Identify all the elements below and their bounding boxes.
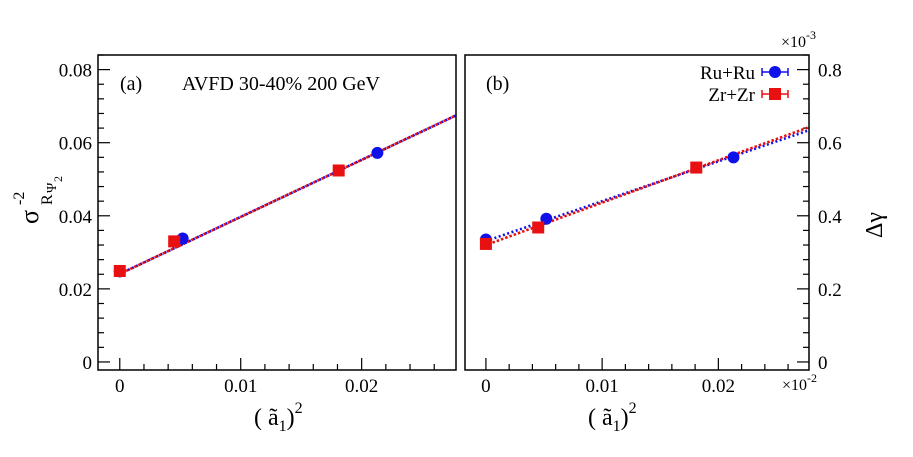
point-b-ru (727, 151, 740, 164)
x-tick-label-b: 0.02 (702, 376, 735, 397)
panel-a: 0 0.01 0.02 0 0.02 0.04 0.06 0.08 (a) AVFD 30-4… (11, 54, 457, 435)
x-label-close: ) (287, 405, 295, 431)
legend-entry-ru: Ru+Ru (700, 63, 789, 84)
y-tick-label-a: 0.08 (59, 61, 92, 82)
fit-line-a-zr (119, 114, 456, 276)
svg-text:σ: σ (15, 210, 44, 224)
panel-a-frame (97, 54, 457, 371)
point-b-zr (532, 221, 545, 234)
legend-marker-ru (769, 66, 781, 78)
panel-b-x-multiplier: ×10-2 (782, 371, 817, 394)
x-tick-label-a: 0 (115, 376, 125, 397)
panel-a-label: (a) (120, 73, 142, 95)
x-label-sup: 2 (629, 400, 637, 417)
x-tick-label-a: 0.01 (224, 376, 257, 397)
point-a-zr (113, 264, 126, 277)
x-tick-label-a: 0.02 (345, 376, 378, 397)
legend-label-zr: Zr+Zr (708, 85, 755, 106)
panel-b-x-axis-label: ( ã1)2 (588, 400, 637, 435)
y-tick-label-a: 0.06 (59, 134, 92, 155)
series-layer-b (479, 125, 809, 250)
fit-line-b-ru (485, 129, 809, 243)
legend-label-ru: Ru+Ru (700, 63, 756, 84)
x-label-open: ( (254, 405, 268, 431)
x-label-open: ( (588, 405, 602, 431)
panel-b-label: (b) (486, 73, 509, 95)
y-label-sup: -2 (11, 192, 28, 205)
x-tick-label-b: 0.01 (586, 376, 619, 397)
y-multiplier-base: ×10 (781, 34, 806, 51)
x-tick-label-b: 0 (481, 376, 491, 397)
x-label-close: ) (621, 405, 629, 431)
point-a-zr (332, 164, 345, 177)
x-label-var: ã (268, 405, 279, 431)
y-label-sub-r: R (39, 194, 56, 205)
y-tick-label-b: 0.4 (818, 207, 842, 228)
point-a-zr (168, 235, 181, 248)
y-tick-label-a: 0 (83, 353, 93, 374)
x-label-var: ã (602, 405, 613, 431)
y-label-sub-2: 2 (51, 176, 65, 182)
panel-b-y-multiplier: ×10-3 (781, 28, 816, 51)
legend-marker-zr (769, 88, 781, 100)
x-label-sub: 1 (613, 418, 621, 435)
x-multiplier-base: ×10 (782, 377, 807, 394)
panel-b-frame (464, 54, 810, 371)
svg-text:( ã1)2: ( ã1)2 (254, 400, 303, 435)
point-a-ru (371, 146, 384, 159)
x-label-sub: 1 (279, 418, 287, 435)
point-b-zr (690, 161, 703, 174)
panel-a-plot-area: 0 0.01 0.02 0 0.02 0.04 0.06 0.08 (59, 54, 456, 397)
panel-a-x-axis-label: ( ã1)2 (254, 400, 303, 435)
panel-b-plot-area: 0 0.01 0.02 0 0.2 0.4 0.6 0.8 (479, 54, 842, 397)
y-tick-label-b: 0.6 (818, 134, 842, 155)
y-multiplier-exp: -3 (806, 28, 816, 42)
y-tick-label-b: 0.2 (818, 280, 842, 301)
series-layer-a (113, 114, 456, 278)
svg-text:( ã1)2: ( ã1)2 (588, 400, 637, 435)
y-label-sigma: σ (15, 210, 44, 224)
panel-b-y-axis-label: Δγ (862, 212, 888, 238)
legend: Ru+Ru Zr+Zr (700, 63, 789, 106)
x-multiplier-exp: -2 (807, 371, 817, 385)
y-label-sub-psi: Ψ (45, 182, 60, 193)
y-tick-label-b: 0.8 (818, 61, 842, 82)
panel-a-y-axis-label: σ -2 R Ψ 2 (11, 176, 65, 224)
y-tick-label-b: 0 (818, 353, 828, 374)
point-b-zr (479, 237, 492, 250)
y-tick-label-a: 0.04 (59, 207, 93, 228)
y-tick-label-a: 0.02 (59, 280, 92, 301)
legend-entry-zr: Zr+Zr (708, 85, 789, 106)
panel-a-annotation: AVFD 30-40% 200 GeV (182, 73, 381, 95)
fit-line-a-ru (119, 114, 456, 276)
x-label-sup: 2 (295, 400, 303, 417)
